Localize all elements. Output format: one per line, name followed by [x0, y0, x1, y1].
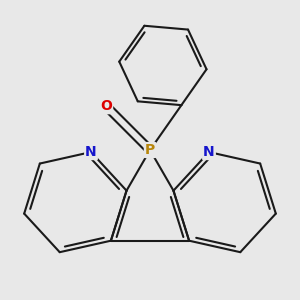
Text: P: P: [145, 143, 155, 157]
Text: O: O: [100, 99, 112, 113]
Text: N: N: [85, 145, 97, 159]
Text: N: N: [203, 145, 215, 159]
